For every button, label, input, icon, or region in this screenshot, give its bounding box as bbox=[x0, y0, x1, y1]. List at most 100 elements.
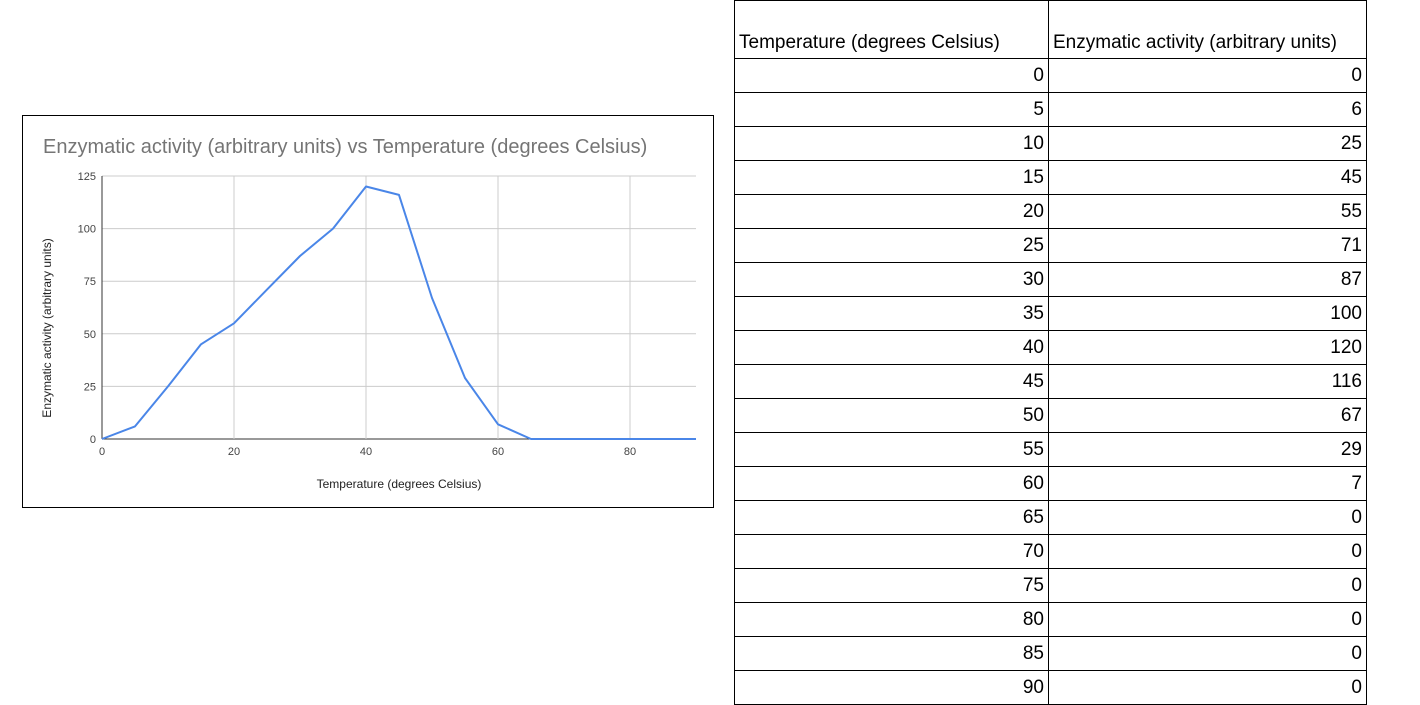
x-tick-label: 60 bbox=[492, 446, 504, 458]
x-tick-label: 0 bbox=[99, 446, 105, 458]
table-row: 40 120 bbox=[734, 330, 1367, 365]
cell-activity: 55 bbox=[1048, 194, 1367, 229]
data-point bbox=[562, 437, 567, 442]
data-point bbox=[694, 437, 699, 442]
cell-activity: 0 bbox=[1048, 636, 1367, 671]
cell-activity: 120 bbox=[1048, 330, 1367, 365]
cell-temperature: 80 bbox=[734, 602, 1049, 637]
table-header-row: Temperature (degrees Celsius) Enzymatic … bbox=[734, 0, 1367, 59]
table-row: 10 25 bbox=[734, 126, 1367, 161]
data-point bbox=[496, 422, 501, 427]
table-row: 60 7 bbox=[734, 466, 1367, 501]
data-point bbox=[595, 437, 600, 442]
cell-activity: 0 bbox=[1048, 670, 1367, 705]
cell-temperature: 40 bbox=[734, 330, 1049, 365]
data-point bbox=[298, 253, 303, 258]
table-row: 75 0 bbox=[734, 568, 1367, 603]
cell-temperature: 85 bbox=[734, 636, 1049, 671]
cell-activity: 116 bbox=[1048, 364, 1367, 399]
data-point bbox=[463, 375, 468, 380]
cell-temperature: 45 bbox=[734, 364, 1049, 399]
header-activity: Enzymatic activity (arbitrary units) bbox=[1048, 0, 1367, 59]
data-point bbox=[232, 321, 237, 326]
data-table: Temperature (degrees Celsius) Enzymatic … bbox=[734, 0, 1367, 705]
x-tick-label: 80 bbox=[624, 446, 636, 458]
data-point bbox=[397, 192, 402, 197]
cell-temperature: 60 bbox=[734, 466, 1049, 501]
y-tick-label: 25 bbox=[84, 381, 96, 393]
cell-activity: 0 bbox=[1048, 58, 1367, 93]
cell-temperature: 20 bbox=[734, 194, 1049, 229]
table-row: 15 45 bbox=[734, 160, 1367, 195]
data-point bbox=[199, 342, 204, 347]
y-tick-label: 50 bbox=[84, 329, 96, 341]
table-row: 90 0 bbox=[734, 670, 1367, 705]
data-point bbox=[100, 437, 105, 442]
y-tick-label: 125 bbox=[78, 171, 96, 183]
cell-temperature: 70 bbox=[734, 534, 1049, 569]
cell-activity: 7 bbox=[1048, 466, 1367, 501]
cell-temperature: 10 bbox=[734, 126, 1049, 161]
cell-activity: 0 bbox=[1048, 500, 1367, 535]
cell-activity: 0 bbox=[1048, 602, 1367, 637]
data-point bbox=[529, 437, 534, 442]
cell-temperature: 25 bbox=[734, 228, 1049, 263]
table-row: 85 0 bbox=[734, 636, 1367, 671]
table-row: 55 29 bbox=[734, 432, 1367, 467]
cell-temperature: 35 bbox=[734, 296, 1049, 331]
cell-temperature: 65 bbox=[734, 500, 1049, 535]
cell-temperature: 90 bbox=[734, 670, 1049, 705]
x-tick-label: 40 bbox=[360, 446, 372, 458]
x-axis-label: Temperature (degrees Celsius) bbox=[317, 477, 482, 491]
cell-activity: 25 bbox=[1048, 126, 1367, 161]
table-row: 25 71 bbox=[734, 228, 1367, 263]
data-point bbox=[364, 184, 369, 189]
cell-activity: 87 bbox=[1048, 262, 1367, 297]
header-temperature: Temperature (degrees Celsius) bbox=[734, 0, 1049, 59]
data-point bbox=[430, 296, 435, 301]
y-tick-label: 100 bbox=[78, 224, 96, 236]
chart-grid bbox=[101, 175, 696, 440]
cell-activity: 0 bbox=[1048, 534, 1367, 569]
y-tick-label: 75 bbox=[84, 276, 96, 288]
table-row: 50 67 bbox=[734, 398, 1367, 433]
cell-temperature: 30 bbox=[734, 262, 1049, 297]
table-row: 20 55 bbox=[734, 194, 1367, 229]
data-point bbox=[331, 226, 336, 231]
data-point bbox=[661, 437, 666, 442]
cell-activity: 71 bbox=[1048, 228, 1367, 263]
y-axis-label: Enzymatic activity (arbitrary units) bbox=[40, 238, 54, 417]
data-point bbox=[166, 384, 171, 389]
x-tick-label: 20 bbox=[228, 446, 240, 458]
table-row: 45 116 bbox=[734, 364, 1367, 399]
table-row: 70 0 bbox=[734, 534, 1367, 569]
cell-activity: 29 bbox=[1048, 432, 1367, 467]
table-row: 80 0 bbox=[734, 602, 1367, 637]
data-point bbox=[628, 437, 633, 442]
table-row: 35 100 bbox=[734, 296, 1367, 331]
cell-temperature: 0 bbox=[734, 58, 1049, 93]
chart-ticks: 0 25 50 75 100 125 0 20 40 60 80 bbox=[78, 171, 636, 458]
line-chart: Enzymatic activity (arbitrary units) vs … bbox=[40, 136, 699, 491]
cell-activity: 6 bbox=[1048, 92, 1367, 127]
chart-points bbox=[100, 184, 699, 441]
data-point bbox=[265, 287, 270, 292]
cell-temperature: 55 bbox=[734, 432, 1049, 467]
chart-title: Enzymatic activity (arbitrary units) vs … bbox=[43, 136, 647, 158]
cell-temperature: 75 bbox=[734, 568, 1049, 603]
cell-temperature: 50 bbox=[734, 398, 1049, 433]
cell-temperature: 15 bbox=[734, 160, 1049, 195]
cell-activity: 45 bbox=[1048, 160, 1367, 195]
chart-panel: Enzymatic activity (arbitrary units) vs … bbox=[22, 115, 714, 508]
cell-activity: 67 bbox=[1048, 398, 1367, 433]
cell-activity: 0 bbox=[1048, 568, 1367, 603]
data-point bbox=[133, 424, 138, 429]
table-row: 65 0 bbox=[734, 500, 1367, 535]
cell-activity: 100 bbox=[1048, 296, 1367, 331]
table-row: 30 87 bbox=[734, 262, 1367, 297]
y-tick-label: 0 bbox=[90, 434, 96, 446]
cell-temperature: 5 bbox=[734, 92, 1049, 127]
series-line bbox=[101, 185, 696, 440]
